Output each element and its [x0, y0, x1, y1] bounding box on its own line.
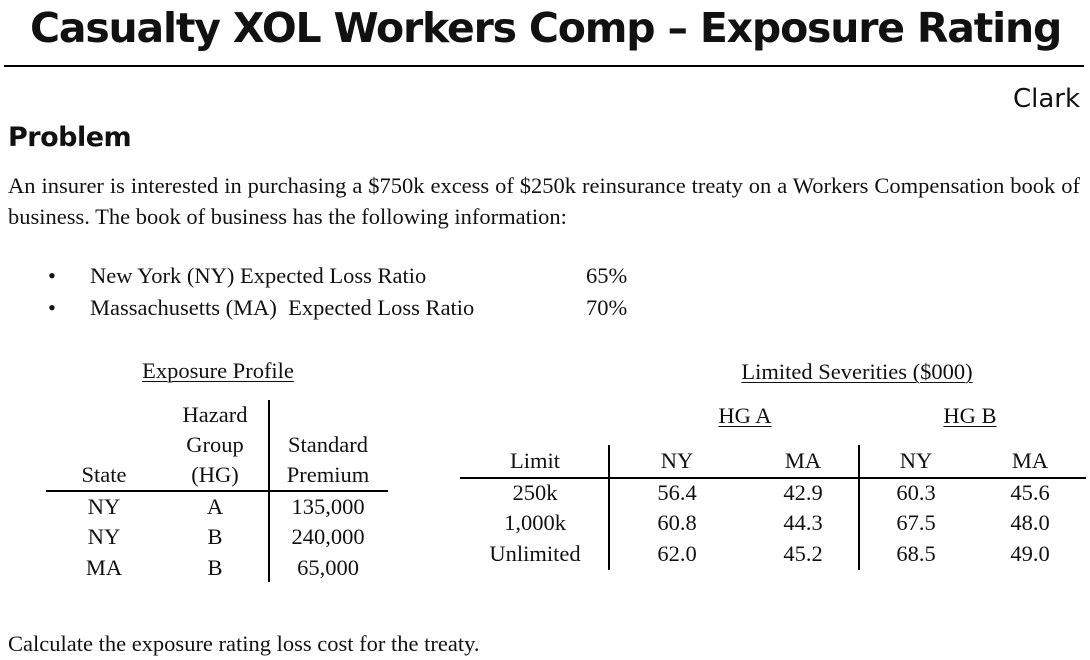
cell-state: MA [85, 555, 123, 580]
header-premium-line2: Premium [286, 462, 370, 487]
column-divider [858, 445, 860, 570]
column-divider [608, 445, 610, 570]
header-hg-b-ma: MA [1011, 448, 1049, 473]
question-text: Calculate the exposure rating loss cost … [8, 631, 480, 656]
cell-hg-a-ma: 45.2 [783, 541, 823, 566]
header-hazard-group-line3: (HG) [191, 462, 239, 487]
header-divider [46, 490, 388, 492]
header-hg-a-ny: NY [660, 448, 694, 473]
cell-hg-a-ny: 56.4 [657, 480, 697, 505]
author-name: Clark [1012, 84, 1080, 114]
bullet-value: 65% [586, 263, 628, 288]
cell-limit: Unlimited [489, 541, 581, 566]
cell-state: NY [87, 524, 121, 549]
cell-premium: 65,000 [297, 555, 359, 580]
cell-hg-b-ny: 60.3 [896, 480, 936, 505]
header-hg-a-ma: MA [784, 448, 822, 473]
limited-severities-caption: Limited Severities ($000) [741, 359, 973, 384]
header-divider [460, 477, 1086, 479]
cell-hg-b-ma: 45.6 [1010, 480, 1050, 505]
bullet-icon: • [48, 295, 56, 320]
cell-hg-b-ny: 68.5 [896, 541, 936, 566]
cell-hg-a-ma: 44.3 [783, 510, 823, 535]
cell-hg-a-ny: 62.0 [657, 541, 697, 566]
cell-hg-a-ny: 60.8 [657, 510, 697, 535]
cell-state: NY [87, 494, 121, 519]
cell-hg: A [206, 494, 224, 519]
cell-hg-b-ma: 48.0 [1010, 510, 1050, 535]
group-header-hg-b: HG B [943, 403, 997, 428]
exposure-profile-caption: Exposure Profile [142, 358, 294, 383]
header-premium-line1: Standard [288, 432, 368, 457]
problem-statement: An insurer is interested in purchasing a… [8, 173, 1080, 229]
cell-hg: B [207, 555, 223, 580]
bullet-label: Massachusetts (MA) Expected Loss Ratio [90, 295, 475, 320]
group-header-hg-a: HG A [718, 403, 772, 428]
bullet-icon: • [48, 263, 56, 288]
header-limit: Limit [510, 448, 560, 473]
cell-hg-b-ny: 67.5 [896, 510, 936, 535]
cell-premium: 135,000 [291, 494, 365, 519]
page-title: Casualty XOL Workers Comp – Exposure Rat… [30, 4, 1062, 52]
cell-hg-b-ma: 49.0 [1010, 541, 1050, 566]
cell-limit: 1,000k [504, 510, 566, 535]
bullet-label: New York (NY) Expected Loss Ratio [90, 263, 427, 288]
header-hazard-group-line2: Group [186, 432, 244, 457]
bullet-value: 70% [586, 295, 628, 320]
cell-hg-a-ma: 42.9 [783, 480, 823, 505]
header-hazard-group-line1: Hazard [182, 402, 248, 427]
problem-heading: Problem [8, 122, 132, 153]
cell-hg: B [207, 524, 223, 549]
cell-premium: 240,000 [291, 524, 365, 549]
header-state: State [81, 462, 127, 487]
header-hg-b-ny: NY [899, 448, 933, 473]
cell-limit: 250k [512, 480, 558, 505]
title-divider [4, 65, 1084, 67]
